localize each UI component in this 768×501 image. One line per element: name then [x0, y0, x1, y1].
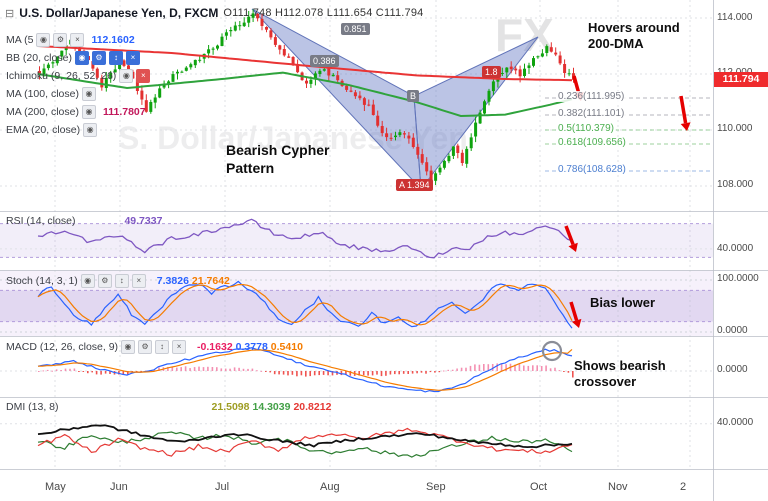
- macd-indicator-header: MACD (12, 26, close, 9) ◉ ⚙ ↕ × -0.1632 0.3778…: [6, 340, 303, 354]
- symbol-title: U.S. Dollar/Japanese Yen, D, FXCM: [19, 6, 219, 20]
- overlay-indicator-row: EMA (20, close) ◉: [6, 123, 98, 137]
- overlay-indicator-row: MA (100, close) ◉: [6, 87, 96, 101]
- gear-icon[interactable]: ⚙: [97, 274, 112, 288]
- eye-icon[interactable]: ◉: [36, 33, 51, 47]
- gear-icon[interactable]: ⚙: [138, 340, 153, 354]
- price-axis-label: 0.0000: [717, 364, 748, 375]
- symbol-info-row: ⊟ U.S. Dollar/Japanese Yen, D, FXCM O111…: [5, 6, 423, 20]
- panel-separator[interactable]: [0, 469, 768, 470]
- pattern-point-label[interactable]: 0.851: [341, 23, 370, 35]
- indicator-label: MACD (12, 26, close, 9): [6, 341, 119, 353]
- close-icon[interactable]: ×: [172, 340, 187, 354]
- panel-separator[interactable]: [0, 270, 768, 271]
- time-axis-label: May: [45, 481, 66, 493]
- indicator-value: 20.8212: [293, 401, 332, 413]
- overlay-indicator-row: MA (5 ◉ ⚙ × 112.1602: [6, 33, 135, 47]
- price-axis-label: 108.000: [717, 179, 754, 190]
- annotation-bearish-crossover: Shows bearish crossover: [574, 358, 666, 390]
- panel-separator[interactable]: [0, 211, 768, 212]
- stoch-indicator-header: Stoch (14, 3, 1) ◉ ⚙ ↕ × 7.3826 21.7642: [6, 274, 230, 288]
- time-axis-label: Aug: [320, 481, 340, 493]
- indicator-value: -0.1632: [197, 341, 233, 353]
- pattern-point-label[interactable]: A 1.394: [396, 179, 433, 191]
- fib-level-label[interactable]: 0.786(108.628): [556, 164, 628, 175]
- time-axis-label: Oct: [530, 481, 548, 493]
- indicator-label: BB (20, close): [6, 52, 72, 64]
- indicator-value: 112.1602: [91, 34, 135, 46]
- eye-icon[interactable]: ◉: [81, 105, 96, 119]
- pattern-point-label[interactable]: 1.8: [482, 66, 501, 78]
- fib-level-label[interactable]: 0.236(111.995): [556, 91, 627, 102]
- indicator-label: MA (100, close): [6, 88, 79, 100]
- indicator-label: Ichimoku (9, 26, 52, 26): [6, 70, 117, 82]
- annotation-bias-lower: Bias lower: [590, 295, 656, 310]
- indicator-label: Stoch (14, 3, 1): [6, 275, 78, 287]
- arrows-icon[interactable]: ↕: [155, 340, 170, 354]
- eye-icon[interactable]: ◉: [80, 274, 95, 288]
- indicator-value: 49.7337: [124, 215, 163, 227]
- price-axis-label: 100.0000: [717, 273, 759, 284]
- price-axis-label: 40.0000: [717, 417, 754, 428]
- indicator-label: EMA (20, close): [6, 124, 81, 136]
- pattern-point-label[interactable]: 0.386: [310, 55, 339, 67]
- eye-icon[interactable]: ◉: [74, 51, 89, 65]
- arrows-icon[interactable]: ↕: [108, 51, 123, 65]
- close-icon[interactable]: ×: [125, 51, 140, 65]
- fib-level-label[interactable]: 0.5(110.379): [556, 123, 616, 134]
- fib-level-label[interactable]: 0.382(111.101): [556, 108, 627, 119]
- time-axis-label: Sep: [426, 481, 446, 493]
- price-axis-label: 110.000: [717, 123, 753, 134]
- indicator-value: 14.3039: [252, 401, 291, 413]
- pattern-point-label[interactable]: B: [407, 90, 420, 102]
- time-axis-label: Jul: [215, 481, 230, 493]
- time-axis-label: 2: [680, 481, 687, 493]
- eye-icon[interactable]: ◉: [81, 87, 96, 101]
- close-icon[interactable]: ×: [70, 33, 85, 47]
- indicator-label: DMI (13, 8): [6, 401, 59, 413]
- indicator-label: MA (200, close): [6, 106, 79, 118]
- close-icon[interactable]: ×: [131, 274, 146, 288]
- series-collapse-icon[interactable]: ⊟: [5, 7, 15, 20]
- last-price-badge: 111.794: [714, 72, 768, 87]
- overlay-indicator-row: Ichimoku (9, 26, 52, 26) ◉ ×: [6, 69, 151, 83]
- indicator-label: RSI (14, close): [6, 215, 76, 227]
- indicator-value: 21.7642: [191, 275, 230, 287]
- indicator-value: 21.5098: [211, 401, 250, 413]
- indicator-value: 111.7807: [102, 106, 146, 118]
- indicator-value: 0.3778: [235, 341, 268, 353]
- indicator-value: 0.5410: [270, 341, 303, 353]
- rsi-indicator-header: RSI (14, close) 49.7337: [6, 215, 162, 227]
- close-icon[interactable]: ×: [136, 69, 151, 83]
- indicator-value: 7.3826: [156, 275, 189, 287]
- time-axis-label: Jun: [110, 481, 128, 493]
- gear-icon[interactable]: ⚙: [53, 33, 68, 47]
- overlay-indicator-row: MA (200, close) ◉ 111.7807: [6, 105, 146, 119]
- eye-icon[interactable]: ◉: [121, 340, 136, 354]
- time-axis-label: Nov: [608, 481, 628, 493]
- overlay-indicator-row: BB (20, close) ◉ ⚙ ↕ ×: [6, 51, 140, 65]
- price-axis-label: 0.0000: [717, 325, 748, 336]
- panel-separator[interactable]: [0, 336, 768, 337]
- dmi-indicator-header: DMI (13, 8) 21.5098 14.3039 20.8212: [6, 401, 331, 413]
- eye-icon[interactable]: ◉: [83, 123, 98, 137]
- annotation-hovers-200dma: Hovers around 200-DMA: [588, 20, 680, 52]
- price-axis-label: 40.0000: [717, 243, 754, 254]
- indicator-label: MA (5: [6, 34, 34, 46]
- price-axis-label: 114.000: [717, 12, 753, 23]
- ohlc-values: O111.748 H112.078 L111.654 C111.794: [223, 7, 424, 19]
- eye-icon[interactable]: ◉: [119, 69, 134, 83]
- gear-icon[interactable]: ⚙: [91, 51, 106, 65]
- panel-separator[interactable]: [0, 397, 768, 398]
- annotation-bearish-cypher: Bearish Cypher Pattern: [226, 142, 330, 176]
- arrows-icon[interactable]: ↕: [114, 274, 129, 288]
- fib-level-label[interactable]: 0.618(109.656): [556, 137, 628, 148]
